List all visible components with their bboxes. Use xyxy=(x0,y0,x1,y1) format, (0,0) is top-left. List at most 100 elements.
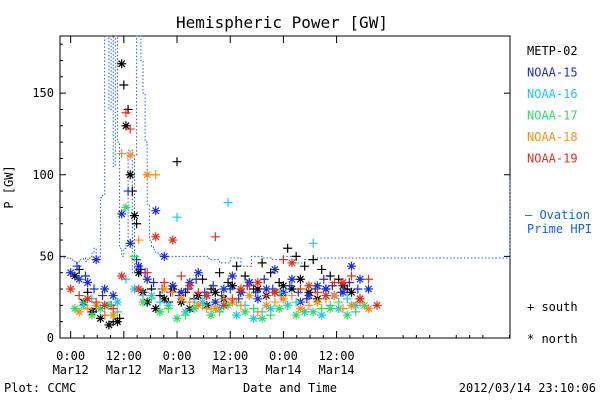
data-point xyxy=(193,287,203,297)
data-point xyxy=(87,310,97,320)
data-point xyxy=(261,300,271,310)
data-point xyxy=(121,121,131,131)
data-points-layer xyxy=(66,59,382,330)
data-point xyxy=(227,294,237,304)
y-axis: 0 50 100 150 xyxy=(32,43,510,345)
data-point xyxy=(129,251,139,261)
data-point xyxy=(210,287,220,297)
data-point xyxy=(270,297,280,307)
x-tick-label-time: 0:00 xyxy=(163,349,192,363)
plot-area xyxy=(59,35,511,339)
data-point xyxy=(244,291,254,301)
legend-entry: NOAA-19 xyxy=(527,152,578,166)
data-point xyxy=(287,258,297,268)
data-point xyxy=(95,313,105,323)
data-point xyxy=(364,274,374,284)
data-point xyxy=(253,307,263,317)
data-point xyxy=(304,291,314,301)
data-point xyxy=(74,291,84,301)
data-point xyxy=(227,271,237,281)
x-axis: 0:00Mar1212:00Mar120:00Mar1312:00Mar130:… xyxy=(53,36,510,377)
x-tick-label-date: Mar12 xyxy=(106,363,142,377)
series-noaa-19-north xyxy=(66,232,382,310)
data-point xyxy=(317,264,327,274)
data-point xyxy=(104,320,114,330)
data-point xyxy=(142,274,152,284)
data-point xyxy=(123,186,133,196)
data-point xyxy=(274,304,284,314)
data-point xyxy=(100,310,110,320)
data-point xyxy=(308,255,318,265)
data-point xyxy=(117,149,127,159)
data-point xyxy=(89,284,99,294)
data-point xyxy=(223,198,233,208)
data-point xyxy=(121,202,131,212)
data-point xyxy=(321,291,331,301)
data-point xyxy=(261,284,271,294)
data-point xyxy=(244,281,254,291)
data-point xyxy=(176,287,186,297)
data-point xyxy=(115,313,125,323)
data-point xyxy=(342,294,352,304)
data-point xyxy=(151,206,161,216)
data-point xyxy=(219,284,229,294)
data-point xyxy=(117,59,127,69)
ovation-label-line2: Prime HPI xyxy=(527,222,592,236)
data-point xyxy=(364,304,374,314)
data-point xyxy=(251,287,261,297)
series-noaa-18-north xyxy=(74,150,374,320)
data-point xyxy=(283,243,293,253)
data-point xyxy=(259,274,269,284)
ovation-hpi-line xyxy=(60,35,511,274)
data-point xyxy=(91,297,101,307)
data-point xyxy=(210,304,220,314)
data-point xyxy=(142,170,152,180)
x-tick-label-date: Mar13 xyxy=(212,363,248,377)
data-point xyxy=(240,307,250,317)
y-tick-label: 50 xyxy=(40,249,54,263)
data-point xyxy=(112,297,122,307)
plot-frame xyxy=(59,35,511,339)
y-tick-label: 0 xyxy=(47,331,54,345)
legend-entry: NOAA-18 xyxy=(527,130,578,144)
data-point xyxy=(329,277,339,287)
data-point xyxy=(253,294,263,304)
data-point xyxy=(236,300,246,310)
series-noaa-18-south xyxy=(83,149,365,320)
data-point xyxy=(121,108,131,118)
data-point xyxy=(359,300,369,310)
data-point xyxy=(353,284,363,294)
data-point xyxy=(270,264,280,274)
data-point xyxy=(291,297,301,307)
data-point xyxy=(249,313,259,323)
data-point xyxy=(193,300,203,310)
data-point xyxy=(308,238,318,248)
data-point xyxy=(100,300,110,310)
data-point xyxy=(181,310,191,320)
data-point xyxy=(117,271,127,281)
data-point xyxy=(202,304,212,314)
data-point xyxy=(210,297,220,307)
data-point xyxy=(176,294,186,304)
legend-entry: METP-02 xyxy=(527,44,578,58)
data-point xyxy=(283,300,293,310)
data-point xyxy=(295,274,305,284)
data-point xyxy=(159,284,169,294)
data-point xyxy=(278,281,288,291)
data-point xyxy=(66,284,76,294)
ovation-hpi-layer xyxy=(60,35,511,274)
series-noaa-19-south xyxy=(74,108,374,314)
data-point xyxy=(134,284,144,294)
data-point xyxy=(317,304,327,314)
data-point xyxy=(193,268,203,278)
data-point xyxy=(312,281,322,291)
data-point xyxy=(227,281,237,291)
data-point xyxy=(355,274,365,284)
data-point xyxy=(302,294,312,304)
data-point xyxy=(338,304,348,314)
data-point xyxy=(159,251,169,261)
data-point xyxy=(325,304,335,314)
data-point xyxy=(155,307,165,317)
data-point xyxy=(312,297,322,307)
data-point xyxy=(336,287,346,297)
